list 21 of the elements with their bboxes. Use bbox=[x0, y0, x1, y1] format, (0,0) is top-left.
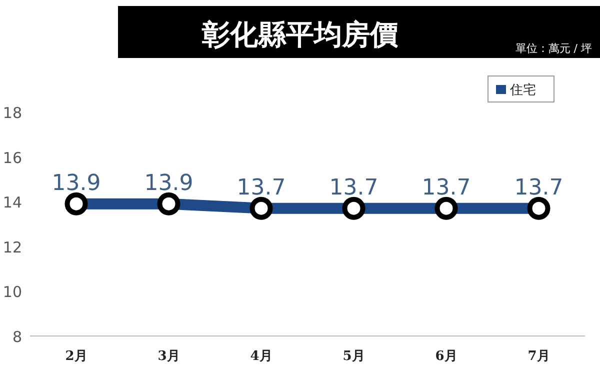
y-tick-label: 14 bbox=[2, 194, 22, 212]
y-tick-label: 18 bbox=[2, 104, 22, 122]
chart-title: 彰化縣平均房價 bbox=[201, 18, 399, 51]
x-tick-label: 5月 bbox=[342, 349, 365, 364]
data-label: 13.7 bbox=[514, 175, 564, 200]
data-label: 13.7 bbox=[422, 175, 471, 200]
x-tick-label: 4月 bbox=[250, 349, 272, 364]
y-tick-label: 10 bbox=[2, 283, 22, 302]
data-label: 13.7 bbox=[329, 175, 378, 200]
x-tick-label: 2月 bbox=[65, 349, 88, 364]
y-tick-label: 12 bbox=[2, 238, 22, 256]
data-label: 13.7 bbox=[236, 175, 286, 200]
y-tick-label: 16 bbox=[2, 148, 22, 167]
data-label: 13.9 bbox=[144, 170, 194, 196]
x-tick-label: 7月 bbox=[528, 349, 550, 364]
y-tick-label: 8 bbox=[12, 328, 22, 346]
legend-label: 住宅 bbox=[509, 82, 536, 98]
data-label: 13.9 bbox=[52, 170, 101, 196]
x-tick-label: 3月 bbox=[158, 349, 180, 364]
x-tick-label: 6月 bbox=[435, 349, 458, 364]
text: 單位：萬元 / 坪 bbox=[515, 42, 592, 55]
